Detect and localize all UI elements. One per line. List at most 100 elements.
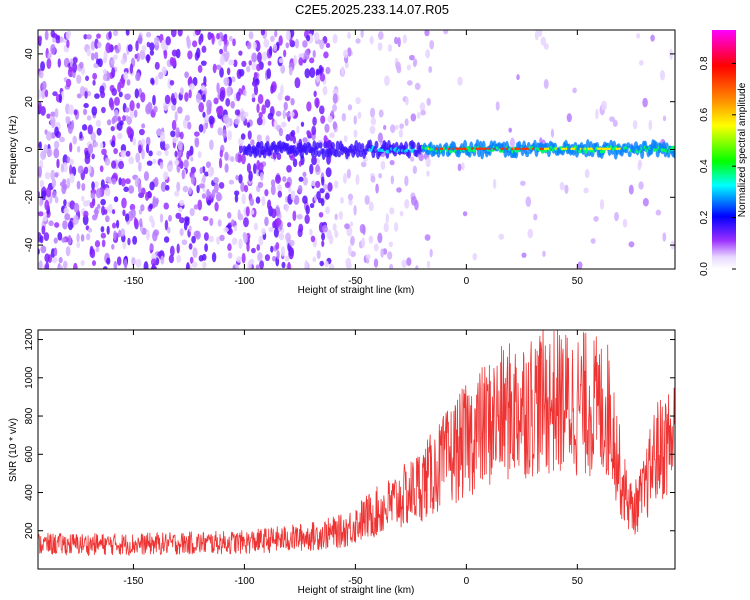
spectrogram-cell	[283, 101, 288, 111]
spectrogram-cell	[53, 140, 60, 149]
spectrogram-cell	[280, 245, 286, 257]
spectrogram-cell	[347, 193, 354, 201]
spectrogram-cell	[346, 168, 351, 179]
spectrogram-cell	[304, 68, 311, 79]
spectrogram-cell	[44, 199, 50, 211]
spectrogram-cell	[76, 241, 81, 249]
spectrogram-cell	[236, 256, 242, 263]
spectrogram-cell	[306, 131, 312, 137]
spectrogram-cell	[410, 156, 415, 162]
spectrogram-cell	[332, 89, 339, 96]
spectrogram-cell	[119, 77, 125, 89]
spectrogram-cell	[126, 117, 131, 126]
spectrogram-cell	[95, 247, 100, 253]
spectrogram-cell	[228, 179, 235, 185]
spectrogram-cell	[353, 204, 357, 216]
spectrogram-cell	[426, 260, 431, 269]
spectrogram-cell	[110, 99, 115, 111]
spectrogram-cell	[559, 181, 565, 191]
spectrogram-cell	[566, 113, 572, 123]
spectrogram-cell	[219, 48, 224, 55]
spectrogram-cell	[202, 123, 206, 134]
spectrogram-cell	[345, 262, 352, 269]
spectrogram-cell	[642, 197, 649, 207]
spectrogram-cell	[129, 63, 134, 75]
spectrogram-cell	[525, 150, 530, 158]
spectrogram-cell	[200, 85, 206, 92]
spectrogram-cell	[87, 143, 94, 155]
colorbar-ticks: 0.0 0.2 0.4 0.6 0.8	[699, 56, 736, 276]
spectrogram-cell	[213, 176, 220, 184]
spectrogram-cell	[369, 107, 376, 118]
spectrogram-cell	[310, 235, 316, 243]
spectrogram-cell	[347, 104, 353, 111]
spectrogram-cell	[77, 145, 81, 153]
spectrogram-cell	[203, 232, 209, 241]
spectrogram-cell	[50, 169, 56, 181]
spectrogram-cell	[43, 232, 50, 242]
spectrogram-cell	[118, 91, 123, 98]
spectrogram-cell	[253, 222, 258, 231]
spectrogram-cell	[54, 108, 59, 118]
spectrogram-cell	[364, 195, 370, 205]
spectrogram-cell	[292, 210, 297, 221]
spectrogram-cell	[164, 219, 169, 231]
spectrogram-cell	[595, 108, 599, 120]
spectrogram-cell	[211, 33, 215, 45]
spectrogram-cell	[375, 183, 379, 194]
spectrogram-cell	[298, 223, 304, 233]
spectrogram-cell	[290, 98, 295, 106]
colorbar-tick-label: 0.8	[699, 56, 710, 70]
spectrogram-cell	[267, 112, 274, 120]
spectrogram-cell	[102, 266, 108, 269]
spectrogram-cell	[350, 237, 355, 246]
spectrogram-cell	[69, 58, 74, 68]
spectrogram-cell	[294, 38, 300, 49]
spectrogram-cell	[298, 53, 304, 59]
spectrogram-cell	[188, 225, 192, 232]
spectrogram-xtick-label: -150	[123, 276, 143, 287]
spectrogram-cell	[214, 201, 219, 212]
spectrogram-cell	[257, 181, 264, 189]
spectrogram-cell	[632, 146, 637, 155]
spectrogram-cell	[52, 37, 57, 43]
spectrogram-cell	[106, 257, 111, 265]
spectrogram-cell	[323, 135, 328, 143]
spectrogram-cell	[96, 127, 102, 136]
spectrogram-cell	[174, 150, 178, 158]
spectrogram-cell	[226, 67, 231, 76]
spectrogram-cell	[265, 135, 270, 144]
spectrogram-cell	[246, 41, 252, 50]
spectrogram-cell	[175, 48, 181, 59]
spectrogram-cell	[252, 163, 257, 175]
spectrogram-cell	[100, 232, 107, 239]
spectrogram-cell	[66, 178, 71, 189]
spectrogram-cell	[401, 259, 407, 268]
spectrogram-cell	[46, 58, 52, 70]
spectrogram-cell	[414, 82, 421, 91]
spectrogram-cell	[238, 50, 243, 56]
spectrogram-cell	[636, 33, 641, 39]
spectrogram-cell	[332, 104, 337, 112]
snr-ytick-label: 600	[24, 446, 35, 463]
spectrogram-cell	[93, 141, 99, 148]
spectrogram-cell	[343, 49, 349, 59]
spectrogram-cell	[163, 49, 168, 60]
spectrogram-cell	[290, 129, 296, 137]
spectrogram-cell	[237, 213, 244, 221]
spectrogram-cell	[143, 261, 149, 269]
spectrogram-cell	[133, 216, 138, 228]
spectrogram-cell	[202, 111, 206, 118]
spectrogram-cell	[270, 35, 275, 42]
spectrogram-cell	[318, 142, 323, 149]
spectrogram-cell	[218, 105, 224, 116]
spectrogram-cell	[226, 211, 232, 219]
snr-series-line	[38, 330, 675, 557]
spectrogram-cell	[94, 93, 100, 99]
spectrogram-cell	[72, 135, 77, 145]
spectrogram-cell	[378, 173, 383, 179]
spectrogram-cell	[250, 139, 255, 146]
spectrogram-cell	[133, 109, 138, 118]
spectrogram-cell	[100, 90, 106, 99]
spectrogram-cell	[175, 212, 182, 219]
